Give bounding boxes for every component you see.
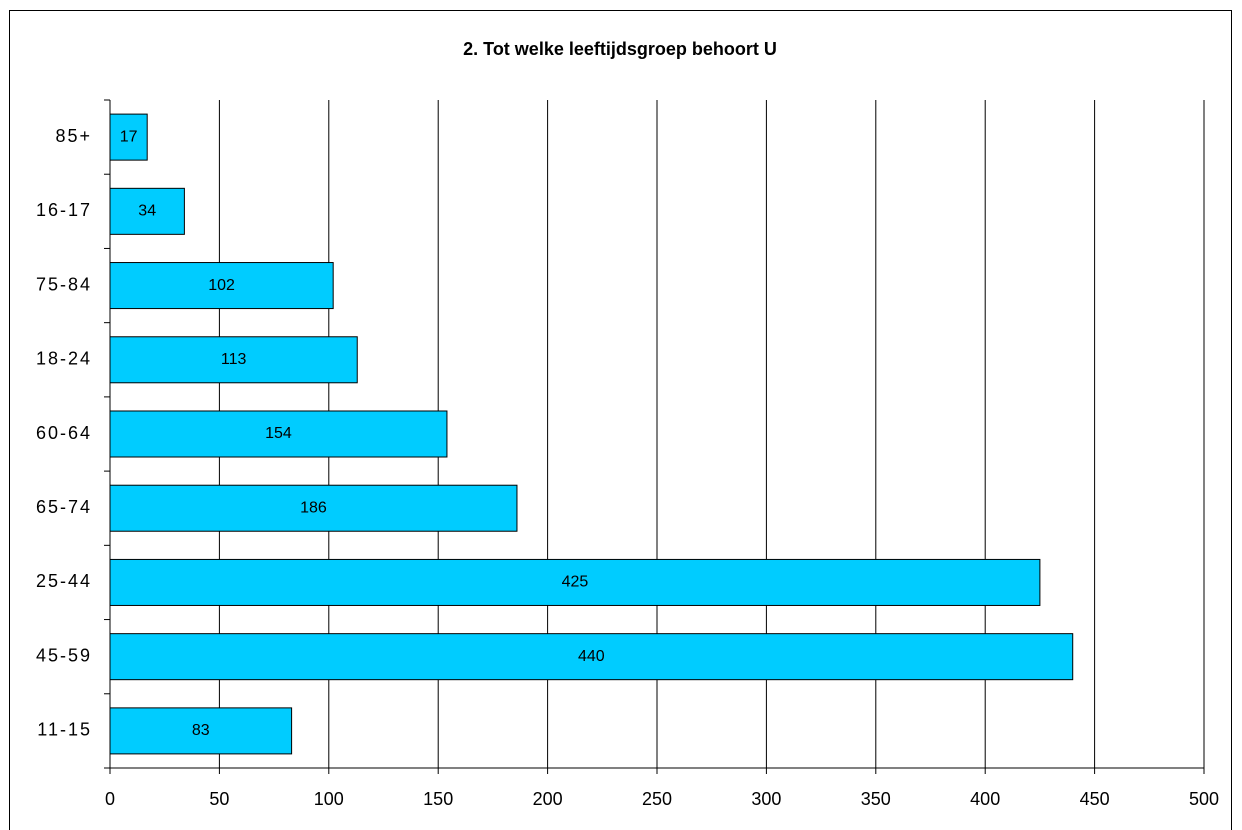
x-tick-label: 0 <box>105 789 115 809</box>
value-label: 154 <box>265 425 292 442</box>
x-tick-label: 100 <box>314 789 344 809</box>
x-tick-label: 200 <box>533 789 563 809</box>
value-label: 102 <box>208 277 235 294</box>
value-label: 17 <box>120 128 138 145</box>
bar <box>109 262 334 310</box>
x-tick-label: 450 <box>1080 789 1110 809</box>
bar <box>109 410 448 458</box>
bar <box>109 336 358 384</box>
chart-title: 2. Tot welke leeftijdsgroep behoort U <box>463 39 777 59</box>
bar <box>109 484 518 532</box>
bar <box>109 707 293 755</box>
value-label: 440 <box>578 648 605 665</box>
y-tick-label: 65-74 <box>36 497 92 517</box>
bar <box>109 113 148 161</box>
value-label: 34 <box>138 203 156 220</box>
x-tick-label: 350 <box>861 789 891 809</box>
y-tick-label: 75-84 <box>36 274 92 294</box>
y-tick-label: 16-17 <box>36 200 92 220</box>
value-label: 113 <box>221 351 247 368</box>
x-tick-label: 400 <box>970 789 1000 809</box>
y-tick-label: 45-59 <box>36 645 92 665</box>
y-tick-label: 25-44 <box>36 571 92 591</box>
x-tick-label: 250 <box>642 789 672 809</box>
y-tick-label: 85+ <box>55 126 92 146</box>
value-label: 83 <box>192 722 210 739</box>
x-tick-label: 500 <box>1189 789 1219 809</box>
value-label: 186 <box>300 499 327 516</box>
y-tick-label: 18-24 <box>36 349 92 369</box>
bar <box>109 187 185 235</box>
y-tick-label: 11-15 <box>37 720 92 740</box>
x-tick-label: 300 <box>751 789 781 809</box>
bar <box>109 633 1074 681</box>
y-tick-label: 60-64 <box>36 423 92 443</box>
x-tick-label: 50 <box>209 789 229 809</box>
bar <box>109 558 1041 606</box>
x-tick-label: 150 <box>423 789 453 809</box>
value-label: 425 <box>562 574 589 591</box>
